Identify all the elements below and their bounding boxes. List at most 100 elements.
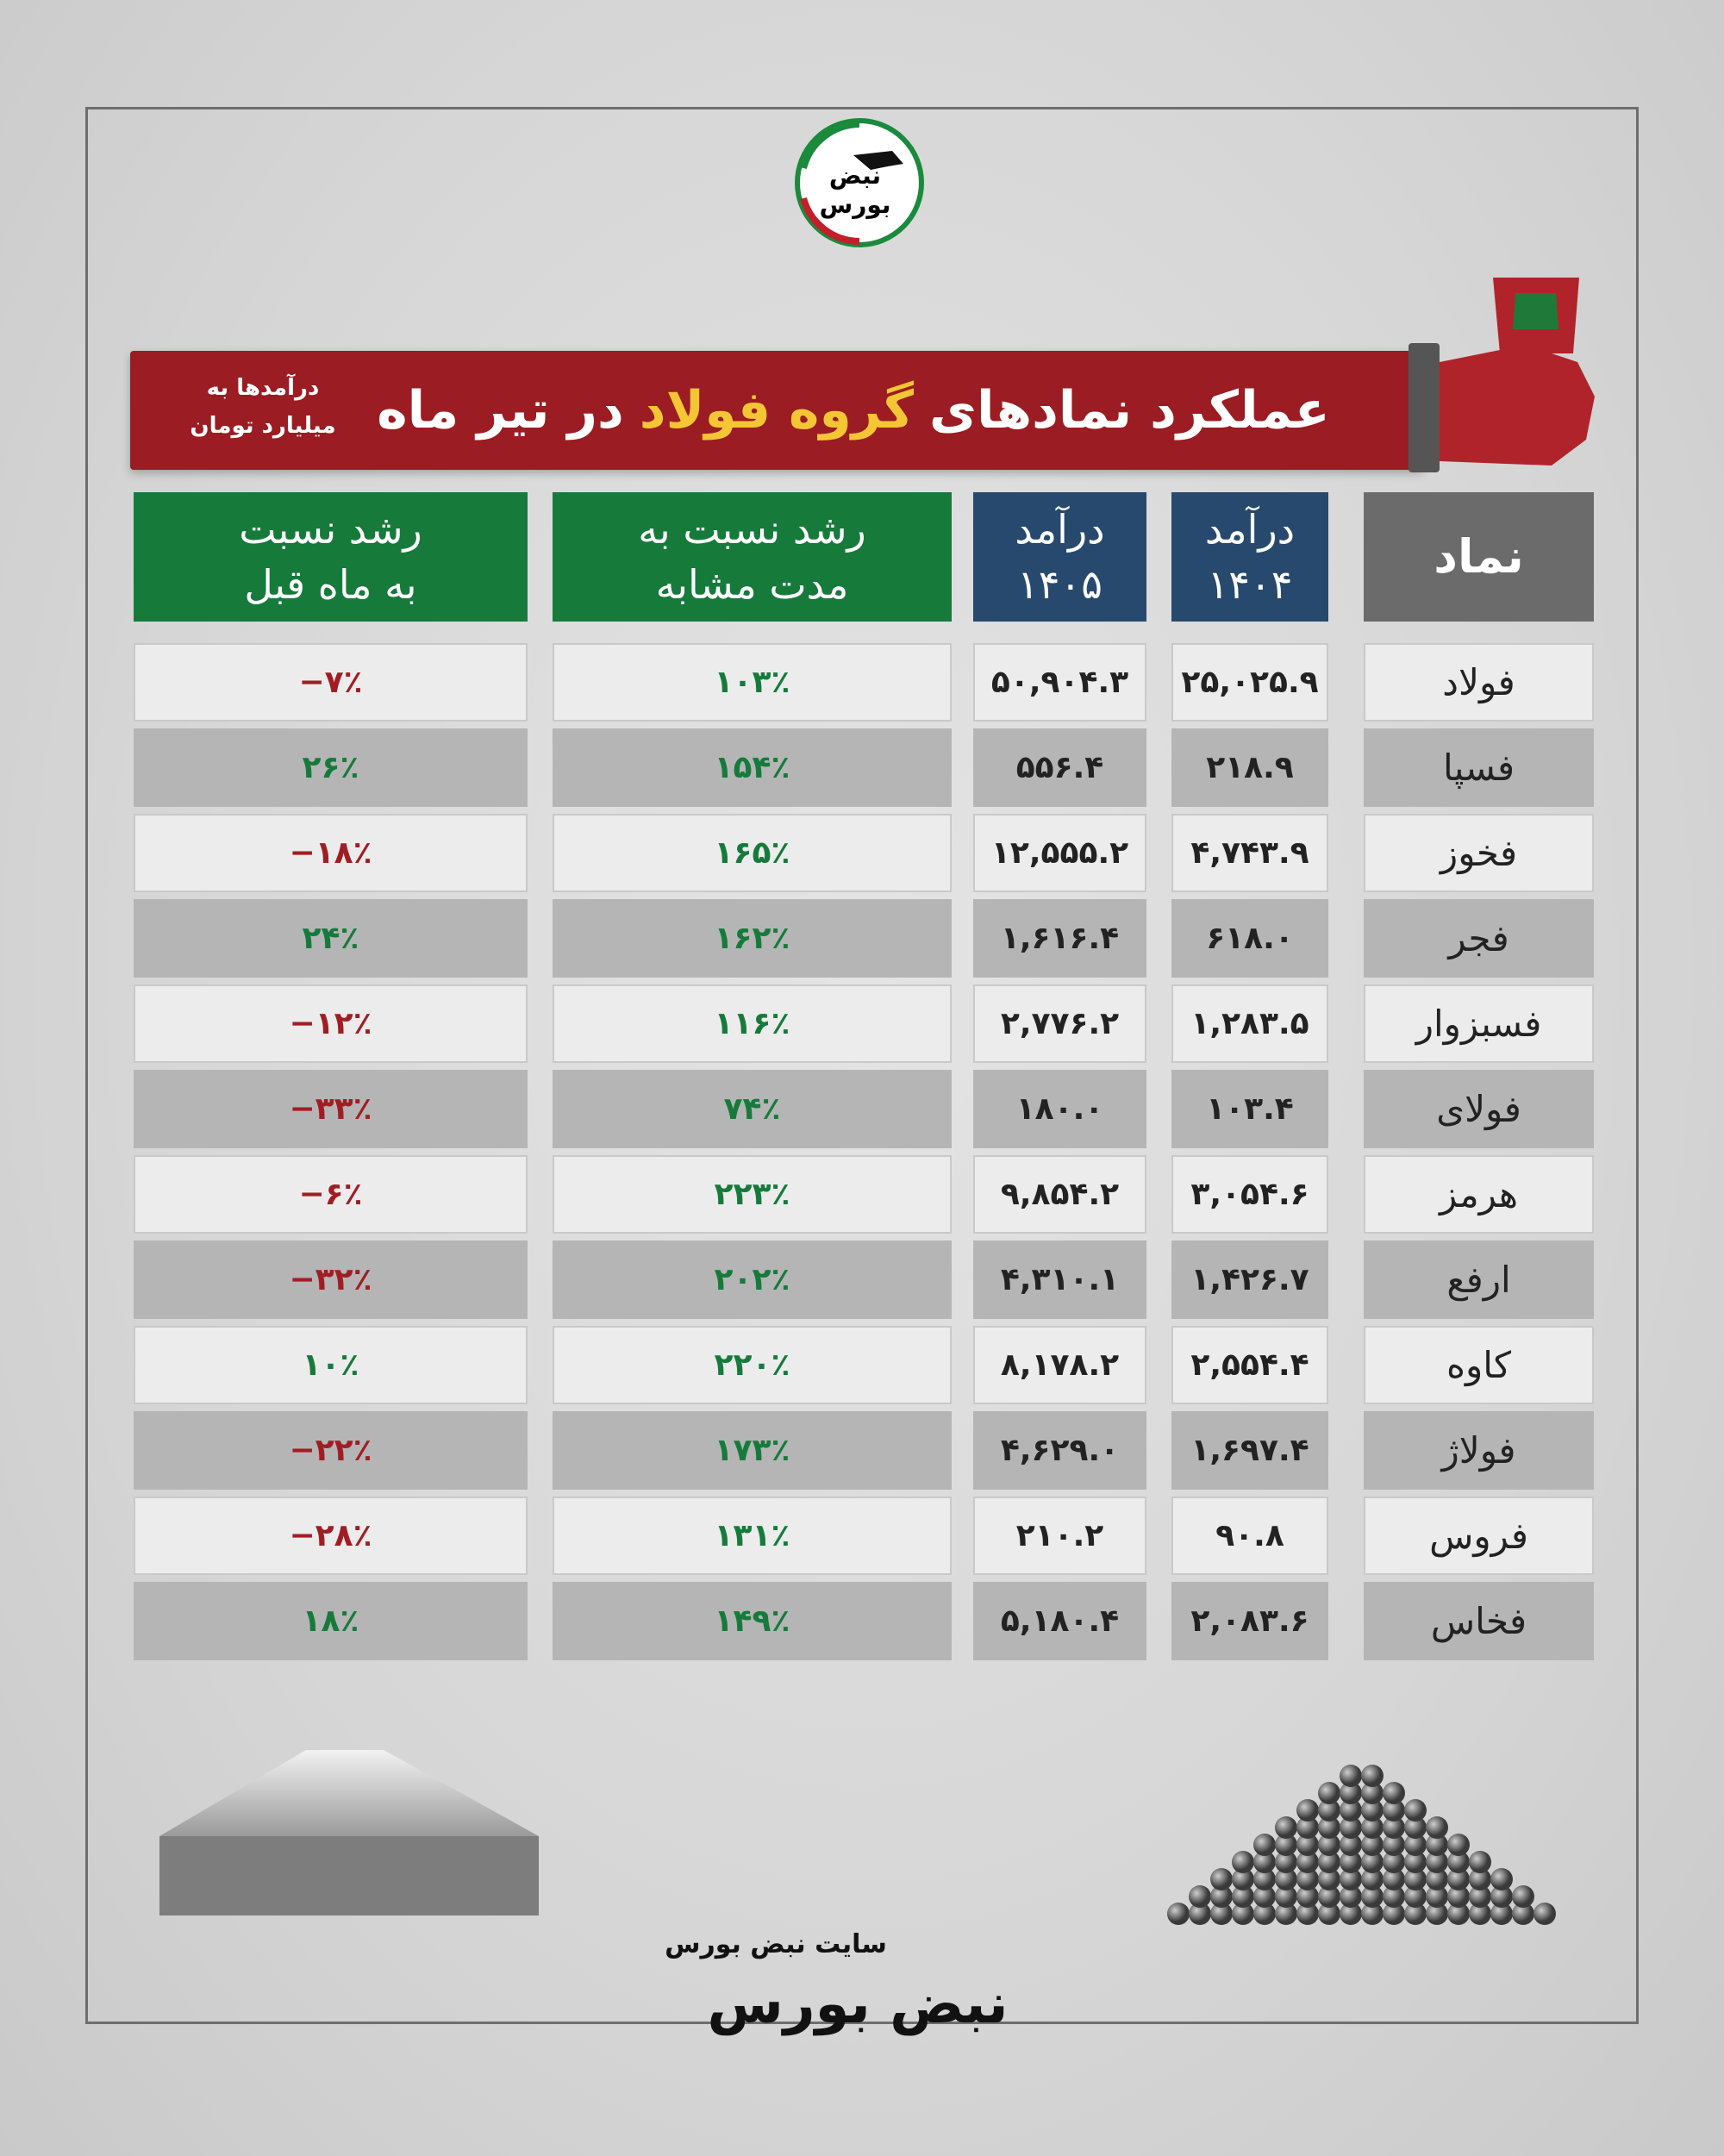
value-cell: −۳۲٪ <box>134 1240 528 1319</box>
value-cell: ۱,۴۲۶.۷ <box>1171 1240 1328 1319</box>
footer-site: سایت نبض بورس <box>665 1929 887 1959</box>
header-line: رشد نسبت <box>239 506 422 553</box>
header-line: درآمد <box>1204 506 1296 553</box>
value-cell: ۲۵,۰۲۵.۹ <box>1171 643 1328 722</box>
pellet <box>1318 1782 1340 1804</box>
pellet <box>1361 1799 1384 1822</box>
pellet <box>1296 1851 1319 1873</box>
value-cell: ۷۴٪ <box>553 1070 952 1148</box>
value-cell: ۱۸۰.۰ <box>973 1070 1146 1148</box>
symbol-cell: فسپا <box>1364 728 1594 807</box>
pellet <box>1361 1885 1384 1908</box>
value-cell: −۱۸٪ <box>134 814 528 892</box>
pellet <box>1275 1885 1297 1908</box>
value-cell: ۱۰٪ <box>134 1326 528 1404</box>
logo-top: نبض <box>829 161 881 190</box>
value-cell: ۲,۷۷۶.۲ <box>973 984 1146 1063</box>
pellet <box>1490 1868 1513 1890</box>
header-line: رشد نسبت به <box>638 506 866 553</box>
value-cell: ۱۸٪ <box>134 1582 528 1660</box>
header-line: درآمد <box>1015 506 1105 553</box>
pellet <box>1253 1834 1276 1856</box>
pellet <box>1404 1868 1427 1890</box>
value-cell: ۱۵۴٪ <box>553 728 952 807</box>
column-header: نماد <box>1364 492 1594 622</box>
pellet <box>1232 1885 1254 1908</box>
pellet <box>1167 1903 1190 1925</box>
pellet <box>1404 1834 1427 1856</box>
header-line: ۱۴۰۴ <box>1207 561 1293 608</box>
value-cell: ۵۰,۹۰۴.۳ <box>973 643 1146 722</box>
pellet <box>1340 1851 1362 1873</box>
value-cell: ۲۱۰.۲ <box>973 1497 1146 1575</box>
pellet <box>1469 1885 1491 1908</box>
pellet <box>1253 1885 1276 1908</box>
pellet <box>1383 1816 1405 1839</box>
value-cell: −۳۳٪ <box>134 1070 528 1148</box>
pellet <box>1361 1782 1384 1804</box>
pellet <box>1340 1868 1362 1890</box>
title: عملکرد نمادهای گروه فولاد در تیر ماه <box>371 351 1336 470</box>
pellet <box>1361 1903 1384 1925</box>
value-cell: ۱۷۳٪ <box>553 1411 952 1490</box>
pellet <box>1426 1903 1448 1925</box>
pellet <box>1340 1903 1362 1925</box>
symbol-cell: فخوز <box>1364 814 1594 892</box>
cuff <box>1409 343 1440 472</box>
logo: نبض بورس <box>795 118 924 247</box>
pellet <box>1340 1885 1362 1908</box>
frame <box>85 107 1639 2024</box>
value-cell: −۲۲٪ <box>134 1411 528 1490</box>
pellet <box>1189 1885 1211 1908</box>
pellet <box>1210 1868 1233 1890</box>
logo-bull <box>853 151 903 170</box>
pellet <box>1210 1885 1233 1908</box>
pellet <box>1296 1834 1319 1856</box>
pellet <box>1426 1816 1448 1839</box>
pellet <box>1275 1816 1297 1839</box>
value-cell: ۵۵۶.۴ <box>973 728 1146 807</box>
pellet <box>1275 1868 1297 1890</box>
pellet <box>1490 1885 1513 1908</box>
pellet <box>1296 1816 1319 1839</box>
title-highlight: گروه فولاد <box>639 380 914 441</box>
logo-arc-green <box>800 121 860 170</box>
value-cell: −۱۲٪ <box>134 984 528 1063</box>
pellet <box>1404 1799 1427 1822</box>
value-cell: ۱۰۳٪ <box>553 643 952 722</box>
pellet <box>1447 1851 1470 1873</box>
pellet <box>1253 1868 1276 1890</box>
value-cell: ۴,۳۱۰.۱ <box>973 1240 1146 1319</box>
pellet <box>1361 1834 1384 1856</box>
symbol-cell: فروس <box>1364 1497 1594 1575</box>
hand-icon <box>1409 278 1595 472</box>
column-header: درآمد ۱۴۰۴ <box>1171 492 1328 622</box>
pellet <box>1361 1851 1384 1873</box>
header-line: به ماه قبل <box>244 561 417 608</box>
footer-brand: نبض بورس <box>707 1972 1009 2036</box>
pellet <box>1296 1799 1319 1822</box>
value-cell: ۴,۷۴۳.۹ <box>1171 814 1328 892</box>
title-part: عملکرد نمادهای <box>928 380 1330 441</box>
pellet <box>1318 1816 1340 1839</box>
value-cell: −۷٪ <box>134 643 528 722</box>
steel-slab <box>159 1750 539 1915</box>
pellet <box>1340 1816 1362 1839</box>
pellet <box>1383 1851 1405 1873</box>
column-header: رشد نسبت به مدت مشابه <box>553 492 952 622</box>
pellet <box>1318 1903 1340 1925</box>
value-cell: ۸,۱۷۸.۲ <box>973 1326 1146 1404</box>
value-cell: ۳,۰۵۴.۶ <box>1171 1155 1328 1234</box>
value-cell: ۱۲,۵۵۵.۲ <box>973 814 1146 892</box>
logo-arc-red <box>800 197 860 245</box>
unit-note: درآمدها به میلیارد تومان <box>172 369 353 445</box>
header-line: مدت مشابه <box>655 561 849 608</box>
pellet <box>1426 1868 1448 1890</box>
value-cell: ۲,۰۸۳.۶ <box>1171 1582 1328 1660</box>
value-cell: ۲۲۳٪ <box>553 1155 952 1234</box>
pellet <box>1189 1903 1211 1925</box>
value-cell: ۲۶٪ <box>134 728 528 807</box>
symbol-cell: فخاس <box>1364 1582 1594 1660</box>
